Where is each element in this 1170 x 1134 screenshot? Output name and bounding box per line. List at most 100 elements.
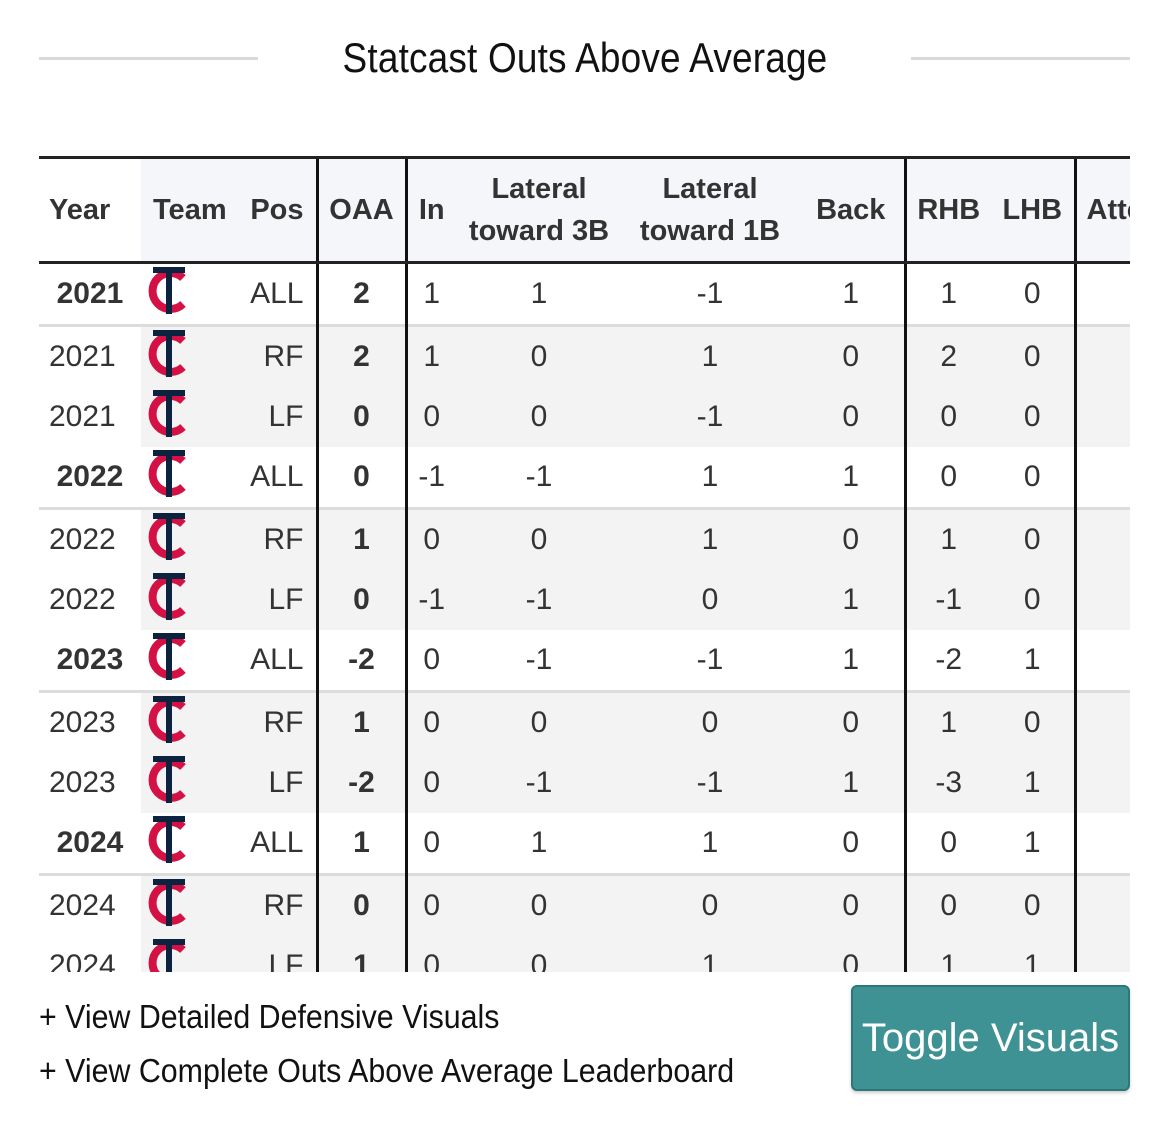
- cell-oaa: 0: [315, 447, 406, 509]
- header-rhb[interactable]: RHB: [903, 156, 991, 264]
- cell-year: 2023: [39, 753, 141, 813]
- twins-logo: [141, 690, 241, 753]
- cell-in: 0: [404, 813, 456, 875]
- header-year[interactable]: Year: [39, 156, 141, 264]
- cell-year: 2022: [39, 507, 141, 570]
- cell-back: 0: [798, 387, 905, 447]
- cell-back: 0: [798, 873, 905, 936]
- table-row: 2024 LF10010115: [39, 936, 1130, 972]
- cell-att: 1: [1073, 387, 1130, 447]
- cell-in: 0: [404, 507, 456, 570]
- twins-logo-icon: [143, 387, 195, 447]
- header-lhb[interactable]: LHB: [991, 156, 1075, 264]
- cell-pos: ALL: [241, 630, 317, 692]
- cell-pos: ALL: [241, 262, 317, 326]
- cell-lhb: 1: [991, 936, 1075, 972]
- cell-year: 2021: [39, 324, 141, 387]
- cell-year[interactable]: 2021: [39, 262, 141, 326]
- cell-lhb: 1: [991, 813, 1075, 875]
- cell-in: 0: [404, 630, 456, 692]
- cell-back: 1: [798, 630, 905, 692]
- cell-pos: RF: [241, 690, 317, 753]
- twins-logo-icon: [143, 630, 195, 690]
- cell-rhb: 1: [903, 507, 991, 570]
- cell-back: 0: [798, 690, 905, 753]
- cell-lhb: 0: [991, 507, 1075, 570]
- cell-rhb: 0: [903, 873, 991, 936]
- view-oaa-leaderboard-link[interactable]: + View Complete Outs Above Average Leade…: [39, 1052, 735, 1089]
- view-defensive-visuals-link[interactable]: + View Detailed Defensive Visuals: [39, 998, 500, 1035]
- cell-year[interactable]: 2022: [39, 447, 141, 509]
- cell-l3b: 0: [456, 324, 622, 387]
- cell-pos: RF: [241, 324, 317, 387]
- twins-logo-icon: [143, 570, 195, 630]
- twins-logo-icon: [143, 876, 195, 936]
- cell-year: 2022: [39, 570, 141, 630]
- table-row: 2022 LF0-1-101-106: [39, 570, 1130, 630]
- title-divider-right: [911, 57, 1130, 60]
- toggle-visuals-button[interactable]: Toggle Visuals: [851, 985, 1130, 1091]
- cell-year: 2023: [39, 690, 141, 753]
- cell-l3b: 0: [456, 690, 622, 753]
- cell-oaa: 0: [315, 570, 406, 630]
- cell-rhb: 1: [903, 262, 991, 326]
- cell-l1b: 1: [622, 936, 798, 972]
- cell-in: 0: [404, 753, 456, 813]
- cell-l1b: -1: [622, 262, 798, 326]
- header-lateral-1b[interactable]: Lateral toward 1B: [622, 156, 798, 264]
- header-back[interactable]: Back: [798, 156, 905, 264]
- cell-rhb: 1: [903, 936, 991, 972]
- cell-oaa: 2: [315, 324, 406, 387]
- header-lateral-3b-line2: toward 3B: [468, 215, 610, 247]
- cell-year[interactable]: 2023: [39, 630, 141, 692]
- cell-l1b: -1: [622, 753, 798, 813]
- cell-l3b: 0: [456, 387, 622, 447]
- cell-back: 1: [798, 753, 905, 813]
- header-attempts[interactable]: Atte: [1073, 156, 1130, 264]
- twins-logo: [141, 324, 241, 387]
- cell-rhb: -2: [903, 630, 991, 692]
- cell-back: 0: [798, 936, 905, 972]
- cell-pos: RF: [241, 507, 317, 570]
- table-row: 2023 LF-20-1-11-317: [39, 753, 1130, 813]
- header-lateral-3b[interactable]: Lateral toward 3B: [456, 156, 622, 264]
- cell-l1b: 1: [622, 447, 798, 509]
- twins-logo-icon: [143, 447, 195, 507]
- cell-lhb: 0: [991, 570, 1075, 630]
- twins-logo-icon: [143, 510, 195, 570]
- page-title: Statcast Outs Above Average: [342, 34, 828, 81]
- cell-back: 1: [798, 262, 905, 326]
- cell-att: 1: [1073, 262, 1130, 326]
- header-in[interactable]: In: [404, 156, 456, 264]
- cell-pos: LF: [241, 753, 317, 813]
- table-row: 2024 RF 0 0 0 0 0 0 0: [39, 873, 1130, 936]
- header-team[interactable]: Team: [141, 156, 241, 264]
- header-pos[interactable]: Pos: [241, 156, 317, 264]
- cell-back: 1: [798, 570, 905, 630]
- twins-logo: [141, 873, 241, 936]
- cell-rhb: 0: [903, 813, 991, 875]
- cell-oaa: -2: [315, 630, 406, 692]
- cell-lhb: 0: [991, 690, 1075, 753]
- twins-logo-icon: [143, 753, 195, 813]
- cell-oaa: 0: [315, 387, 406, 447]
- header-lateral-1b-line2: toward 1B: [639, 215, 781, 247]
- cell-l1b: 1: [622, 324, 798, 387]
- twins-logo: [141, 753, 241, 813]
- cell-year[interactable]: 2024: [39, 813, 141, 875]
- cell-att: 3: [1073, 324, 1130, 387]
- twins-logo-icon: [143, 936, 195, 972]
- cell-lhb: 0: [991, 873, 1075, 936]
- oaa-table-container[interactable]: Year Team Pos OAA In Lateral toward 3B La…: [39, 156, 1130, 972]
- twins-logo: [141, 507, 241, 570]
- twins-logo: [141, 387, 241, 447]
- cell-l1b: 0: [622, 690, 798, 753]
- cell-rhb: -1: [903, 570, 991, 630]
- header-oaa[interactable]: OAA: [315, 156, 406, 264]
- cell-att: 1: [1073, 630, 1130, 692]
- twins-logo: [141, 813, 241, 875]
- cell-year: 2024: [39, 873, 141, 936]
- cell-year: 2021: [39, 387, 141, 447]
- cell-oaa: 2: [315, 262, 406, 326]
